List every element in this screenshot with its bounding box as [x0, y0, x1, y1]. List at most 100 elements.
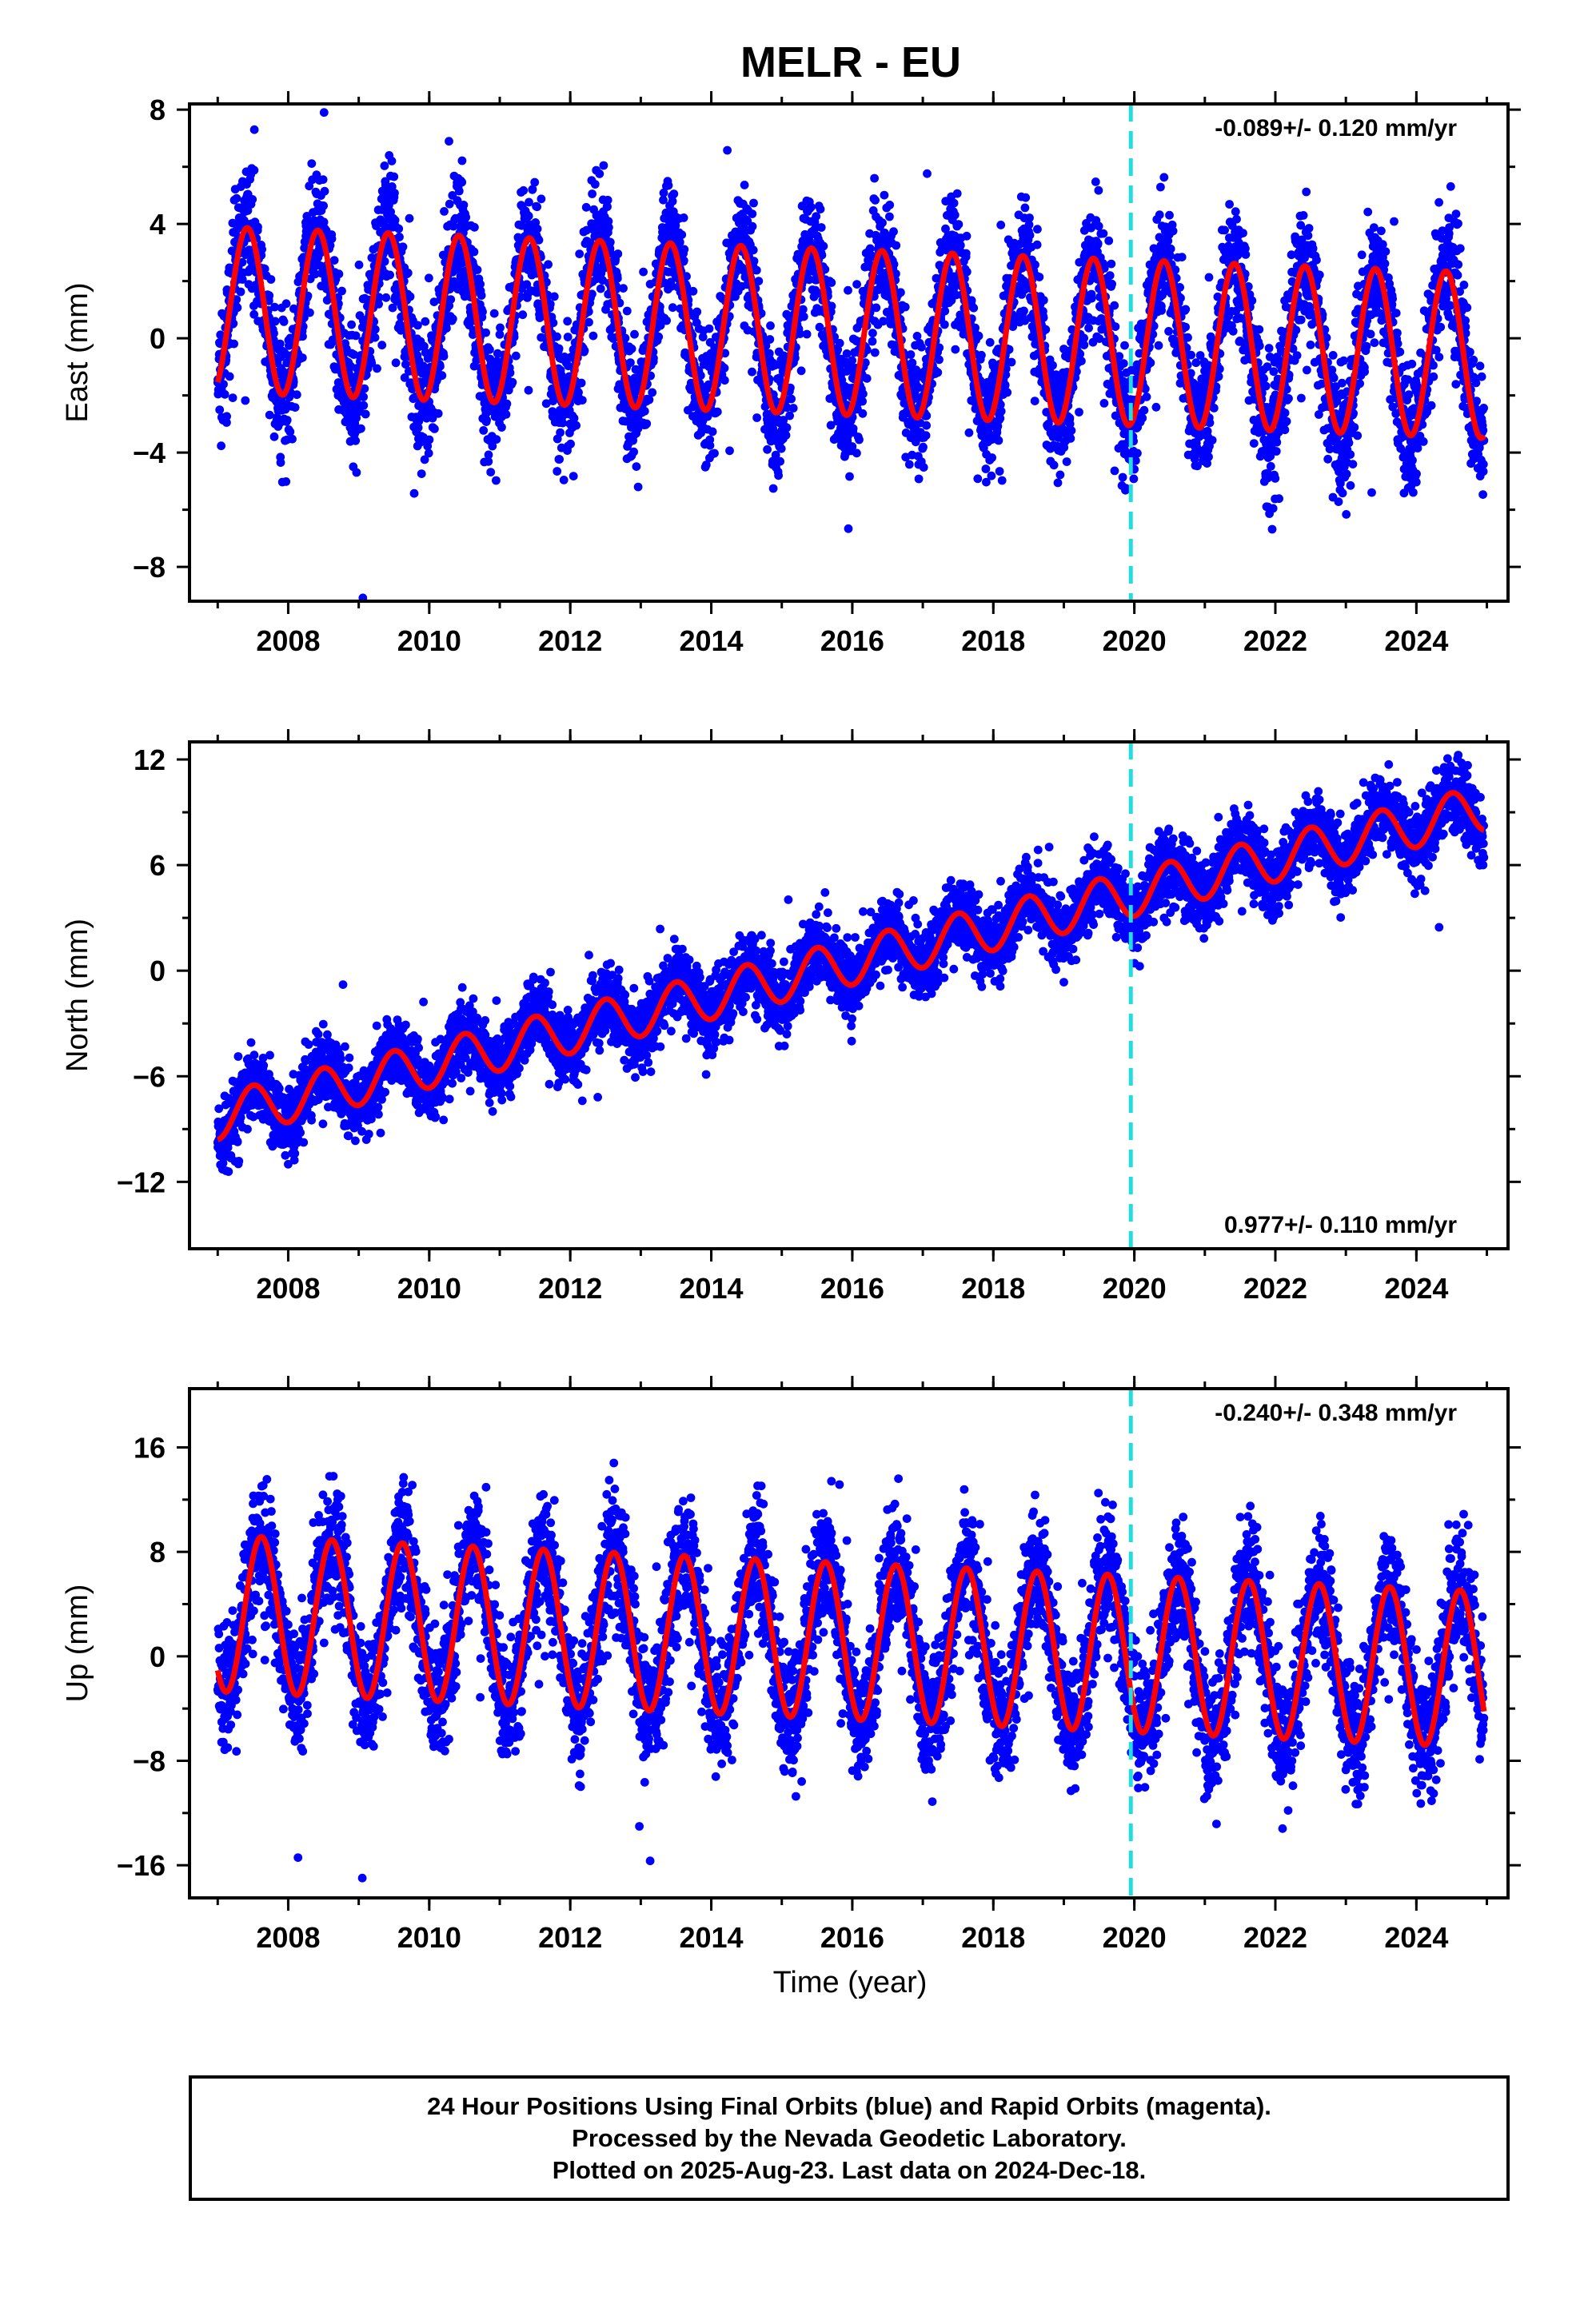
east-data-point — [319, 175, 328, 184]
east-data-point — [337, 287, 346, 296]
east-data-point — [827, 278, 836, 287]
east-data-point — [578, 396, 587, 405]
east-data-point — [642, 420, 651, 429]
east-data-point — [544, 260, 553, 269]
east-data-point — [766, 321, 775, 330]
east-data-point — [797, 366, 806, 375]
east-data-point — [1091, 177, 1100, 186]
east-data-point — [754, 277, 763, 285]
east-data-point — [1095, 186, 1103, 195]
east-data-point — [533, 225, 542, 233]
east-data-point — [455, 187, 464, 196]
east-data-point — [1111, 467, 1119, 476]
east-data-point — [563, 317, 572, 325]
east-data-point — [632, 462, 641, 471]
east-data-point — [389, 173, 398, 181]
east-data-point — [905, 460, 914, 469]
east-data-point — [328, 234, 337, 243]
east-data-point — [613, 249, 622, 258]
east-data-point — [1155, 210, 1164, 219]
east-data-point — [920, 463, 928, 472]
east-data-point — [477, 291, 486, 300]
east-data-point — [1048, 361, 1057, 370]
east-data-point — [951, 211, 960, 220]
east-data-point — [955, 220, 964, 229]
east-data-point — [395, 233, 404, 241]
east-data-point — [1208, 436, 1217, 444]
east-data-point — [248, 195, 257, 204]
east-data-point — [892, 241, 900, 250]
east-data-point — [1232, 215, 1241, 224]
east-data-point — [859, 389, 868, 398]
east-data-point — [1130, 475, 1139, 484]
east-data-point — [519, 186, 528, 195]
east-data-point — [628, 345, 636, 353]
east-data-point — [250, 166, 259, 175]
east-data-point — [1178, 253, 1187, 261]
east-data-point — [982, 464, 991, 473]
east-data-point — [1054, 479, 1063, 488]
east-data-point — [381, 293, 390, 302]
chart-title: MELR - EU — [740, 38, 961, 86]
east-data-point — [479, 426, 488, 435]
east-data-point — [1033, 241, 1042, 249]
east-data-point — [570, 414, 579, 423]
east-data-point — [1169, 227, 1178, 236]
east-data-point — [977, 351, 986, 360]
east-data-point — [769, 484, 778, 493]
east-data-point — [668, 197, 677, 205]
east-data-point — [783, 424, 792, 433]
east-data-point — [915, 475, 924, 484]
east-data-point — [1026, 231, 1035, 240]
east-data-point — [490, 309, 499, 318]
east-data-point — [1147, 358, 1155, 367]
east-data-point — [277, 458, 285, 467]
east-data-point — [1031, 261, 1039, 269]
east-data-point — [879, 317, 888, 325]
east-data-point — [371, 333, 380, 342]
east-data-point — [588, 189, 596, 198]
east-data-point — [619, 284, 628, 293]
east-data-point — [549, 397, 557, 405]
east-data-point — [623, 307, 632, 316]
east-data-point — [564, 333, 573, 341]
east-data-point — [1255, 325, 1263, 334]
east-data-point — [680, 245, 688, 254]
east-data-point — [919, 443, 928, 452]
east-data-point — [765, 335, 774, 344]
east-data-point — [748, 222, 757, 231]
east-data-point — [355, 261, 364, 269]
east-data-point — [493, 435, 501, 444]
east-data-point — [509, 378, 517, 387]
east-data-point — [748, 368, 756, 377]
east-data-point — [267, 275, 276, 284]
east-data-point — [1087, 294, 1096, 303]
east-data-point — [482, 416, 491, 425]
east-data-point — [321, 187, 329, 196]
east-data-point — [935, 356, 944, 365]
east-data-point — [654, 333, 663, 341]
east-data-point — [281, 477, 290, 486]
east-data-point — [1138, 414, 1147, 423]
east-data-point — [449, 314, 457, 323]
east-data-point — [1019, 307, 1028, 316]
east-data-point — [596, 285, 605, 293]
east-data-point — [497, 423, 506, 432]
east-data-point — [1041, 325, 1050, 334]
east-data-point — [373, 365, 381, 373]
east-data-point — [280, 317, 289, 326]
east-data-point — [319, 201, 328, 210]
east-data-point — [995, 467, 1004, 476]
east-data-point — [237, 288, 245, 297]
east-data-point — [222, 412, 231, 421]
east-data-point — [868, 337, 877, 346]
east-data-point — [849, 425, 858, 433]
east-data-point — [1220, 226, 1229, 235]
east-data-point — [803, 330, 812, 339]
east-data-point — [965, 429, 974, 437]
east-data-point — [950, 199, 959, 208]
east-data-point — [404, 269, 413, 277]
east-data-point — [933, 369, 942, 377]
